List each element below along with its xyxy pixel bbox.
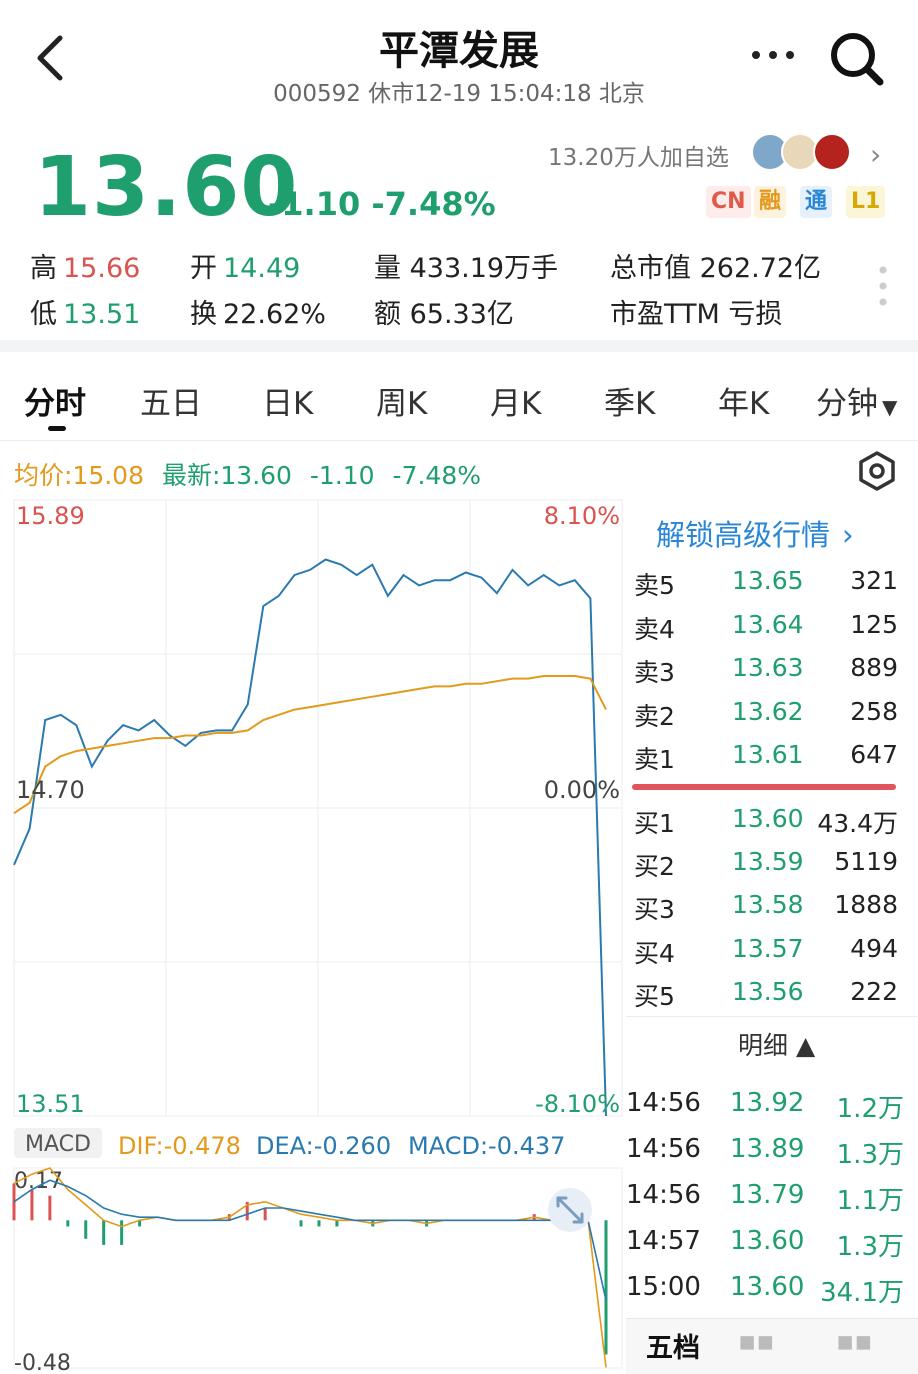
stat-market-cap: 总市值 262.72亿 <box>610 253 822 284</box>
bid-row-3: 买3 13.58 1888 <box>634 890 898 924</box>
settings-hexagon-icon <box>859 451 895 491</box>
stat-high: 高 15.66 <box>30 253 141 284</box>
chevron-left-icon <box>37 35 63 81</box>
detail-toggle[interactable]: 明细 ▲ <box>738 1031 816 1060</box>
tick-row: 14:57 13.60 1.3万 <box>626 1226 904 1262</box>
search-icon <box>831 33 884 86</box>
scrolled-row-fragment <box>626 1056 918 1070</box>
current-price: 13.60 <box>34 140 299 235</box>
chevron-right-icon[interactable]: › <box>870 138 882 171</box>
pct-legend: -7.48% <box>392 461 481 490</box>
tab-minute[interactable]: 分钟 ▼ <box>816 386 898 422</box>
ask-row-5: 卖5 13.65 321 <box>634 566 898 600</box>
tab-weekly-k[interactable]: 周K <box>376 386 428 422</box>
avg-price-legend: 均价:15.08 <box>14 461 144 490</box>
bid-row-4: 买4 13.57 494 <box>634 934 898 968</box>
change-legend: -1.10 <box>309 461 375 490</box>
chart-settings-button[interactable] <box>856 450 898 492</box>
follower-avatars[interactable] <box>750 132 860 172</box>
tab-intraday[interactable]: 分时 <box>24 386 86 422</box>
tab-other[interactable]: ▪▪ <box>836 1326 873 1357</box>
chevron-right-icon: › <box>842 518 854 552</box>
avatar <box>813 133 851 171</box>
tick-row: 14:56 13.79 1.1万 <box>626 1180 904 1216</box>
stat-amount: 额 65.33亿 <box>374 299 514 330</box>
active-tab-indicator <box>48 426 66 431</box>
price-change: -1.10 -7.48% <box>268 185 496 223</box>
macd-dea-line <box>13 1179 607 1301</box>
macd-label: MACD <box>25 1132 91 1157</box>
tab-monthly-k[interactable]: 月K <box>490 386 542 422</box>
tick-row: 15:00 13.60 34.1万 <box>626 1272 904 1308</box>
pct-max-label: 8.10% <box>544 502 620 530</box>
bid-row-5: 买5 13.56 222 <box>634 977 898 1011</box>
latest-price-legend: 最新:13.60 <box>161 461 292 490</box>
more-button[interactable] <box>748 40 798 70</box>
tab-other[interactable]: ▪▪ <box>738 1326 775 1357</box>
tab-daily-k[interactable]: 日K <box>262 386 314 422</box>
macd-dea: DEA:-0.260 <box>256 1132 391 1160</box>
macd-histogram <box>12 1183 608 1355</box>
expand-chart-icon[interactable] <box>548 1188 592 1232</box>
price-line <box>13 558 607 1117</box>
ask-row-2: 卖2 13.62 258 <box>634 697 898 731</box>
avatar <box>781 133 819 171</box>
stock-name-title: 平潭发展 <box>379 28 539 74</box>
y-max-label: 15.89 <box>16 502 85 530</box>
spread-divider <box>632 784 896 790</box>
y-mid-label: 14.70 <box>16 776 85 804</box>
intraday-chart[interactable]: 15.89 8.10% 14.70 0.00% 13.51 -8.10% MAC… <box>0 496 630 1374</box>
stat-turnover: 换 22.62% <box>190 299 326 330</box>
tag-cn: CN <box>706 186 751 218</box>
tab-five-day[interactable]: 五日 <box>140 386 202 422</box>
bottom-tab-bar <box>626 1318 918 1374</box>
stat-volume: 量 433.19万手 <box>374 253 559 284</box>
y-min-label: 13.51 <box>16 1090 85 1118</box>
tag-connect: 通 <box>800 186 833 218</box>
tag-l1: L1 <box>846 186 886 218</box>
tab-quarterly-k[interactable]: 季K <box>604 386 656 422</box>
stat-open: 开 14.49 <box>190 253 301 284</box>
macd-dif: DIF:-0.478 <box>118 1132 241 1160</box>
macd-label-box <box>14 1128 102 1158</box>
caret-down-icon: ▼ <box>882 395 898 419</box>
macd-dif-line <box>13 1167 607 1368</box>
bid-row-1: 买1 13.60 43.4万 <box>634 804 898 838</box>
search-button[interactable] <box>826 28 886 88</box>
bid-row-2: 买2 13.59 5119 <box>634 847 898 881</box>
detail-divider <box>626 1016 918 1017</box>
chart-legend: 均价:15.08 最新:13.60 -1.10 -7.48% <box>14 456 491 492</box>
stat-pe: 市盈TTM 亏损 <box>610 299 783 330</box>
stat-low: 低 13.51 <box>30 299 141 330</box>
ask-row-4: 卖4 13.64 125 <box>634 610 898 644</box>
tab-yearly-k[interactable]: 年K <box>718 386 770 422</box>
chart-grid <box>13 499 623 1369</box>
stock-status-subtitle: 000592 休市12-19 15:04:18 北京 <box>273 81 645 107</box>
pct-mid-label: 0.00% <box>544 776 620 804</box>
tick-row: 14:56 13.92 1.2万 <box>626 1088 904 1124</box>
tick-row: 14:56 13.89 1.3万 <box>626 1134 904 1170</box>
avg-price-line <box>13 675 607 815</box>
follow-count[interactable]: 13.20万人加自选 <box>548 145 729 171</box>
more-dots-icon <box>752 51 794 59</box>
expand-stats-icon[interactable] <box>876 264 890 308</box>
section-divider <box>0 340 918 352</box>
back-button[interactable] <box>28 28 72 88</box>
tab-five-levels[interactable]: 五档 <box>646 1333 700 1364</box>
pct-min-label: -8.10% <box>535 1090 620 1118</box>
tab-divider <box>0 440 918 441</box>
macd-bottom-label: -0.48 <box>14 1351 71 1374</box>
ask-row-3: 卖3 13.63 889 <box>634 653 898 687</box>
ask-row-1: 卖1 13.61 647 <box>634 740 898 774</box>
tag-margin: 融 <box>754 186 787 218</box>
macd-value: MACD:-0.437 <box>408 1132 565 1160</box>
unlock-advanced-quotes-link[interactable]: 解锁高级行情 › <box>656 518 854 552</box>
